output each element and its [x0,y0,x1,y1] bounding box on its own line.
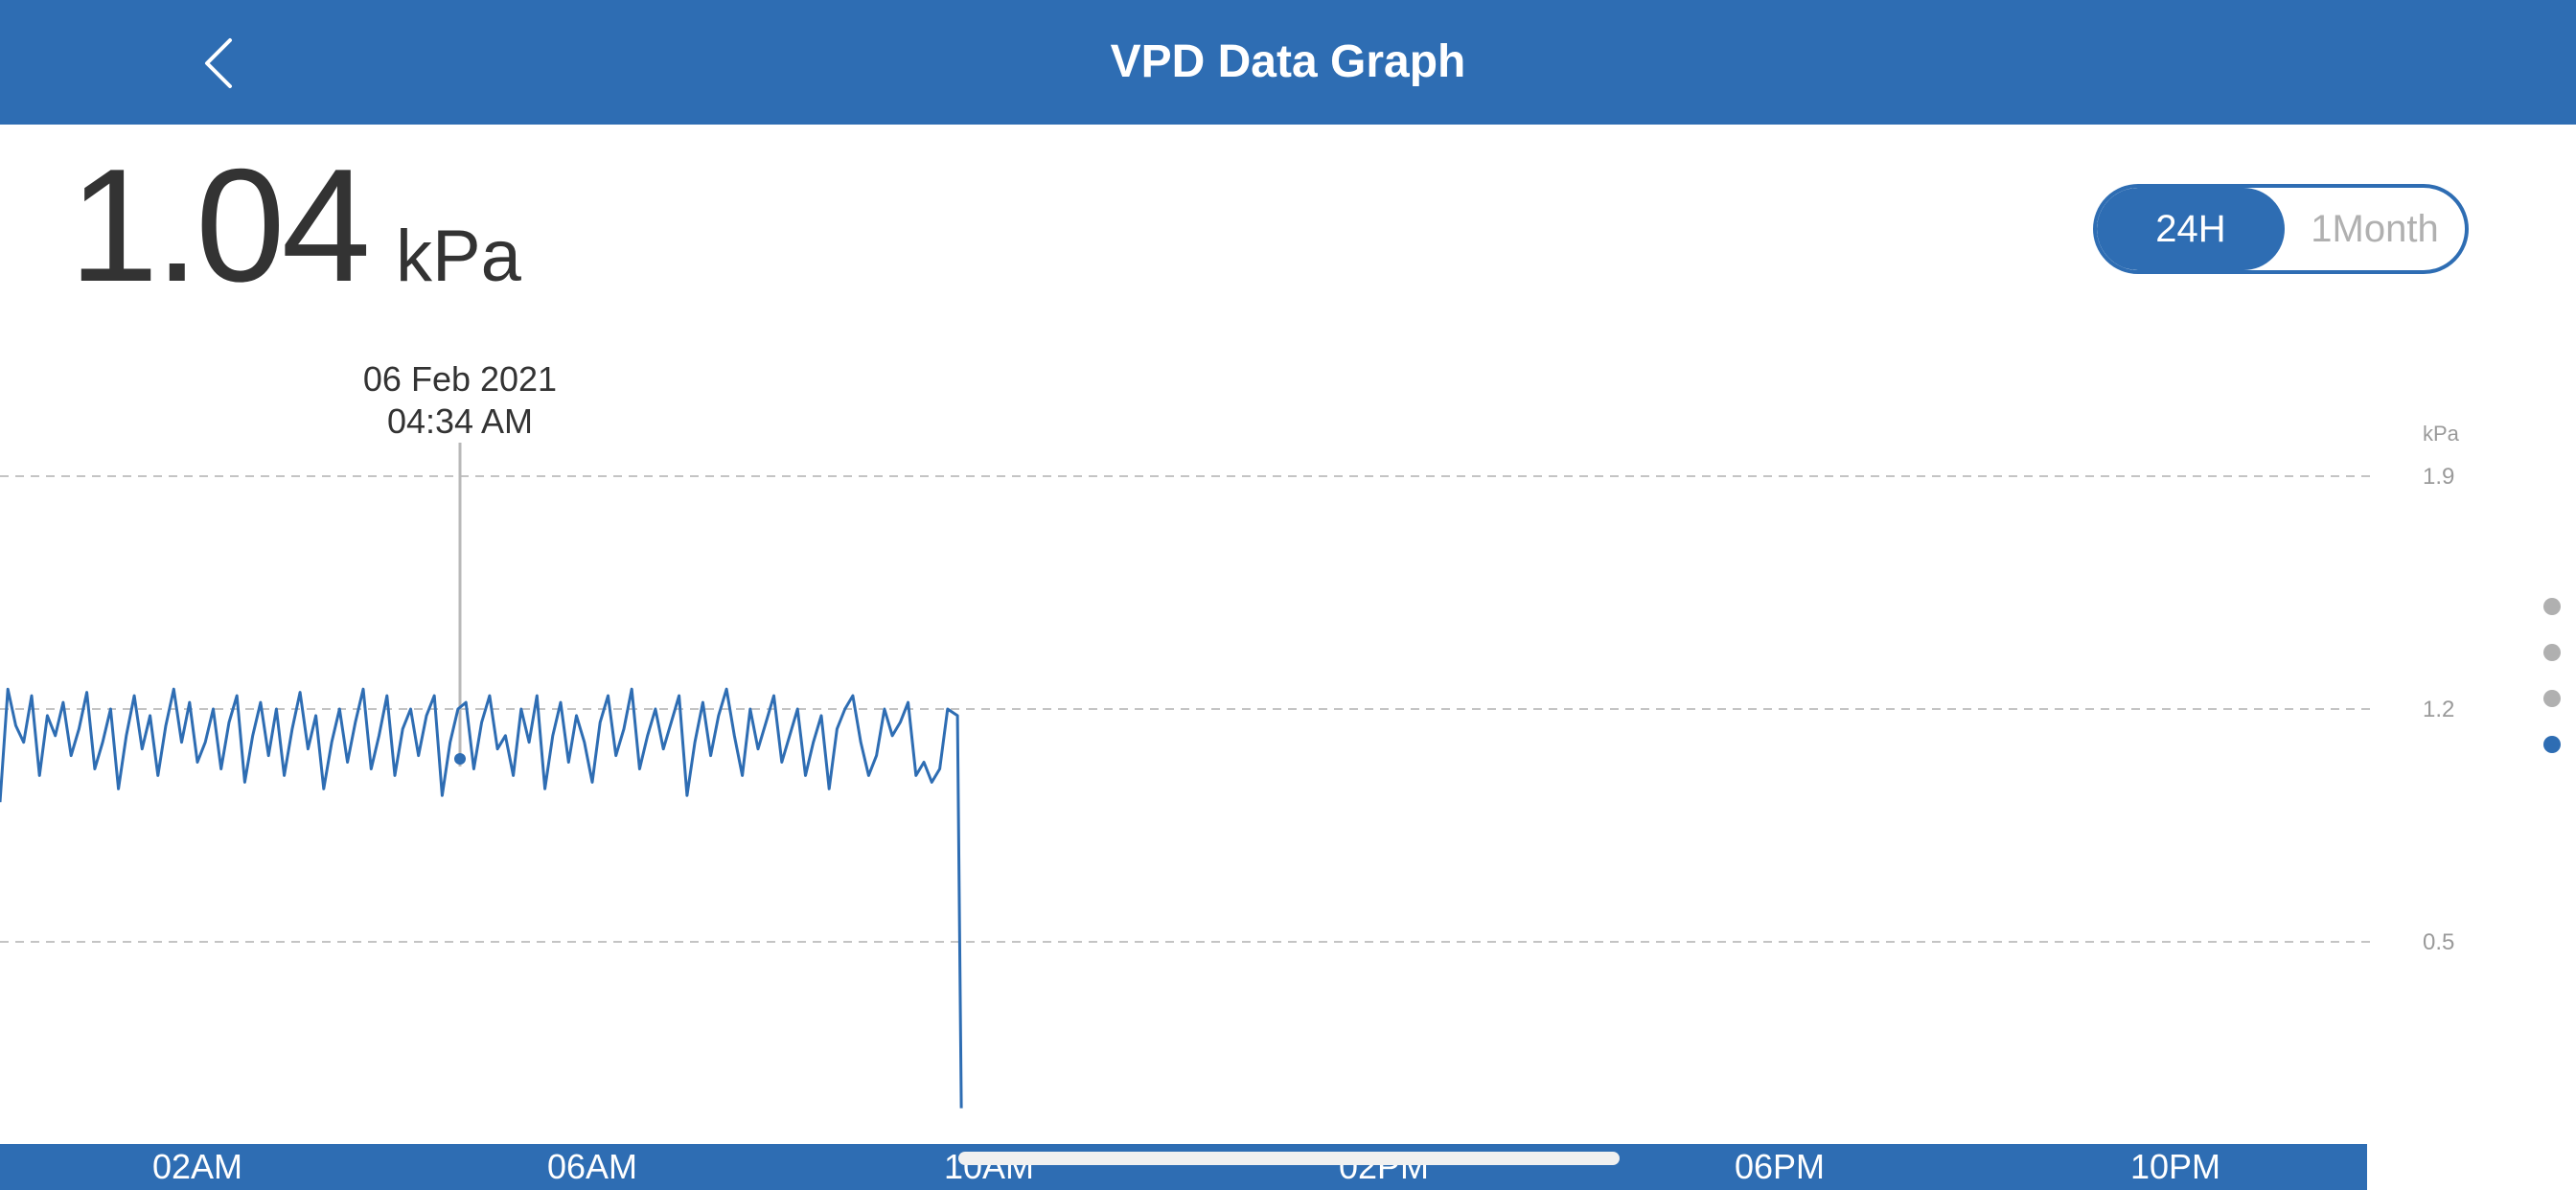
x-tick-label: 06AM [546,1147,638,1186]
back-button[interactable] [182,21,268,107]
reading-unit: kPa [395,216,521,297]
range-option-24h[interactable]: 24H [2097,188,2285,270]
x-tick-label: 10PM [2129,1147,2221,1186]
x-tick-label: 06PM [1734,1147,1826,1186]
reading-value: 1.04 [69,135,371,315]
page-dot[interactable] [2543,598,2561,615]
current-reading: 1.04 kPa [69,144,521,307]
y-axis-unit-label: kPa [2423,422,2460,446]
y-tick-label: 1.2 [2423,697,2454,722]
range-option-1month[interactable]: 1Month [2311,208,2439,250]
page-dot-active[interactable] [2543,736,2561,753]
home-indicator [958,1152,1620,1165]
selected-point [454,753,466,765]
vpd-series-line [0,687,963,1109]
page-dot[interactable] [2543,644,2561,661]
page-dot[interactable] [2543,690,2561,707]
tooltip-date: 06 Feb 2021 [363,359,557,399]
tooltip-time: 04:34 AM [387,401,533,441]
y-tick-label: 0.5 [2423,929,2454,955]
chevron-left-icon [205,38,232,88]
y-tick-label: 1.9 [2423,464,2454,490]
range-toggle: 24H 1Month [2093,184,2469,274]
x-tick-label: 02AM [151,1147,243,1186]
